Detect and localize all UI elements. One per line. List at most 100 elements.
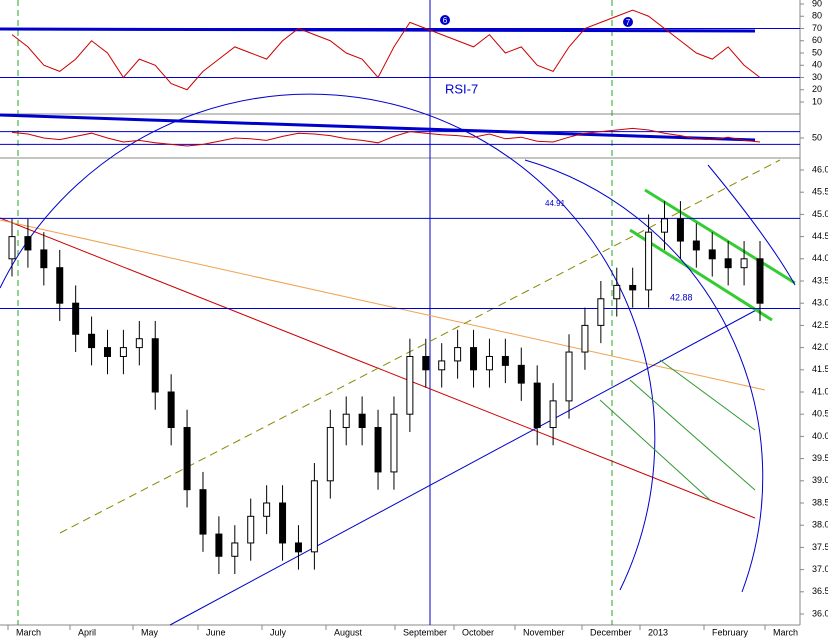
fan: [599, 399, 711, 501]
candle-body: [294, 542, 302, 553]
candle-body: [56, 267, 64, 304]
x-tick-label: August: [334, 627, 363, 637]
marker: [440, 15, 450, 25]
candle-body: [549, 400, 557, 429]
y-tick-label: 40.0: [812, 431, 828, 441]
candle-body: [231, 542, 239, 557]
candle-body: [533, 382, 541, 429]
candle-body: [199, 489, 207, 535]
candle-body: [422, 355, 430, 371]
x-tick-label: September: [403, 627, 447, 637]
y-tick-label: 20: [812, 84, 822, 94]
candle-body: [40, 249, 48, 269]
y-tick-label: 38.5: [812, 497, 828, 507]
x-tick-label: June: [206, 627, 226, 637]
candle-body: [88, 333, 96, 349]
arc: [524, 159, 764, 593]
x-tick-label: November: [523, 627, 565, 637]
y-tick-label: 90: [812, 0, 822, 8]
trend-line: [0, 27, 756, 33]
candle-body: [692, 240, 700, 251]
y-tick-label: 39.5: [812, 453, 828, 463]
annotation: 42.88: [670, 292, 693, 302]
channel: [629, 228, 773, 322]
y-tick-label: 37.0: [812, 564, 828, 574]
y-tick-label: 41.5: [812, 364, 828, 374]
x-tick-label: July: [270, 627, 287, 637]
candle-body: [167, 391, 175, 429]
channel: [644, 188, 796, 285]
y-tick-label: 70: [812, 23, 822, 33]
x-tick-label: February: [712, 627, 749, 637]
candle-body: [708, 249, 716, 260]
candle-body: [263, 502, 271, 517]
x-tick-label: May: [141, 627, 159, 637]
fan: [659, 359, 756, 431]
x-tick-label: March: [773, 627, 798, 637]
candle-body: [613, 284, 621, 300]
marker: [623, 17, 633, 27]
y-tick-label: 44.0: [812, 253, 828, 263]
arc: [707, 164, 796, 286]
candle-body: [581, 324, 589, 353]
panel-title: RSI-7: [445, 81, 478, 96]
candle-body: [501, 355, 509, 366]
y-tick-label: 50: [812, 132, 822, 142]
candle-body: [103, 347, 111, 357]
y-tick-label: 41.0: [812, 386, 828, 396]
candle-body: [485, 355, 493, 371]
candle-body: [517, 364, 525, 384]
y-tick-label: 80: [812, 11, 822, 21]
y-tick-label: 42.0: [812, 342, 828, 352]
candle-body: [326, 427, 334, 482]
marker-label: 7: [626, 18, 631, 27]
rsi-line: [11, 9, 761, 91]
y-tick-label: 43.5: [812, 275, 828, 285]
rsi-line: [11, 127, 761, 147]
drawings: [0, 93, 796, 626]
candle-body: [72, 302, 80, 335]
y-tick-label: 43.0: [812, 298, 828, 308]
x-tick-label: March: [16, 627, 41, 637]
trend-line: [0, 113, 756, 142]
candle-body: [119, 347, 127, 357]
y-tick-label: 42.5: [812, 320, 828, 330]
candle-body: [8, 236, 16, 260]
y-tick-label: 44.5: [812, 231, 828, 241]
y-tick-label: 10: [812, 96, 822, 106]
y-tick-label: 36.5: [812, 586, 828, 596]
marker-label: 6: [443, 16, 448, 25]
candle-body: [342, 413, 350, 429]
candle-body: [629, 284, 637, 291]
candle-body: [24, 236, 32, 251]
candle-body: [183, 427, 191, 491]
candle-body: [279, 502, 287, 544]
fan: [629, 379, 756, 491]
candle-body: [470, 347, 478, 371]
candle-body: [565, 351, 573, 402]
x-tick-label: October: [462, 627, 494, 637]
y-tick-label: 40: [812, 60, 822, 70]
candle-body: [756, 258, 764, 304]
trend-line: [59, 159, 781, 534]
x-tick-label: December: [590, 627, 632, 637]
x-tick-label: April: [78, 627, 96, 637]
y-tick-label: 37.5: [812, 542, 828, 552]
candle-body: [438, 360, 446, 371]
candle-body: [390, 413, 398, 473]
trend-line: [0, 219, 766, 391]
candle-body: [215, 533, 223, 557]
y-tick-label: 40.5: [812, 409, 828, 419]
arc: [0, 93, 656, 591]
y-tick-label: 39.0: [812, 475, 828, 485]
y-tick-label: 45.0: [812, 209, 828, 219]
y-tick-label: 46.0: [812, 164, 828, 174]
y-tick-label: 50: [812, 47, 822, 57]
y-tick-label: 60: [812, 35, 822, 45]
candle-body: [135, 338, 143, 349]
candle-body: [310, 480, 318, 553]
candle-body: [645, 231, 653, 291]
candle-body: [661, 218, 669, 233]
